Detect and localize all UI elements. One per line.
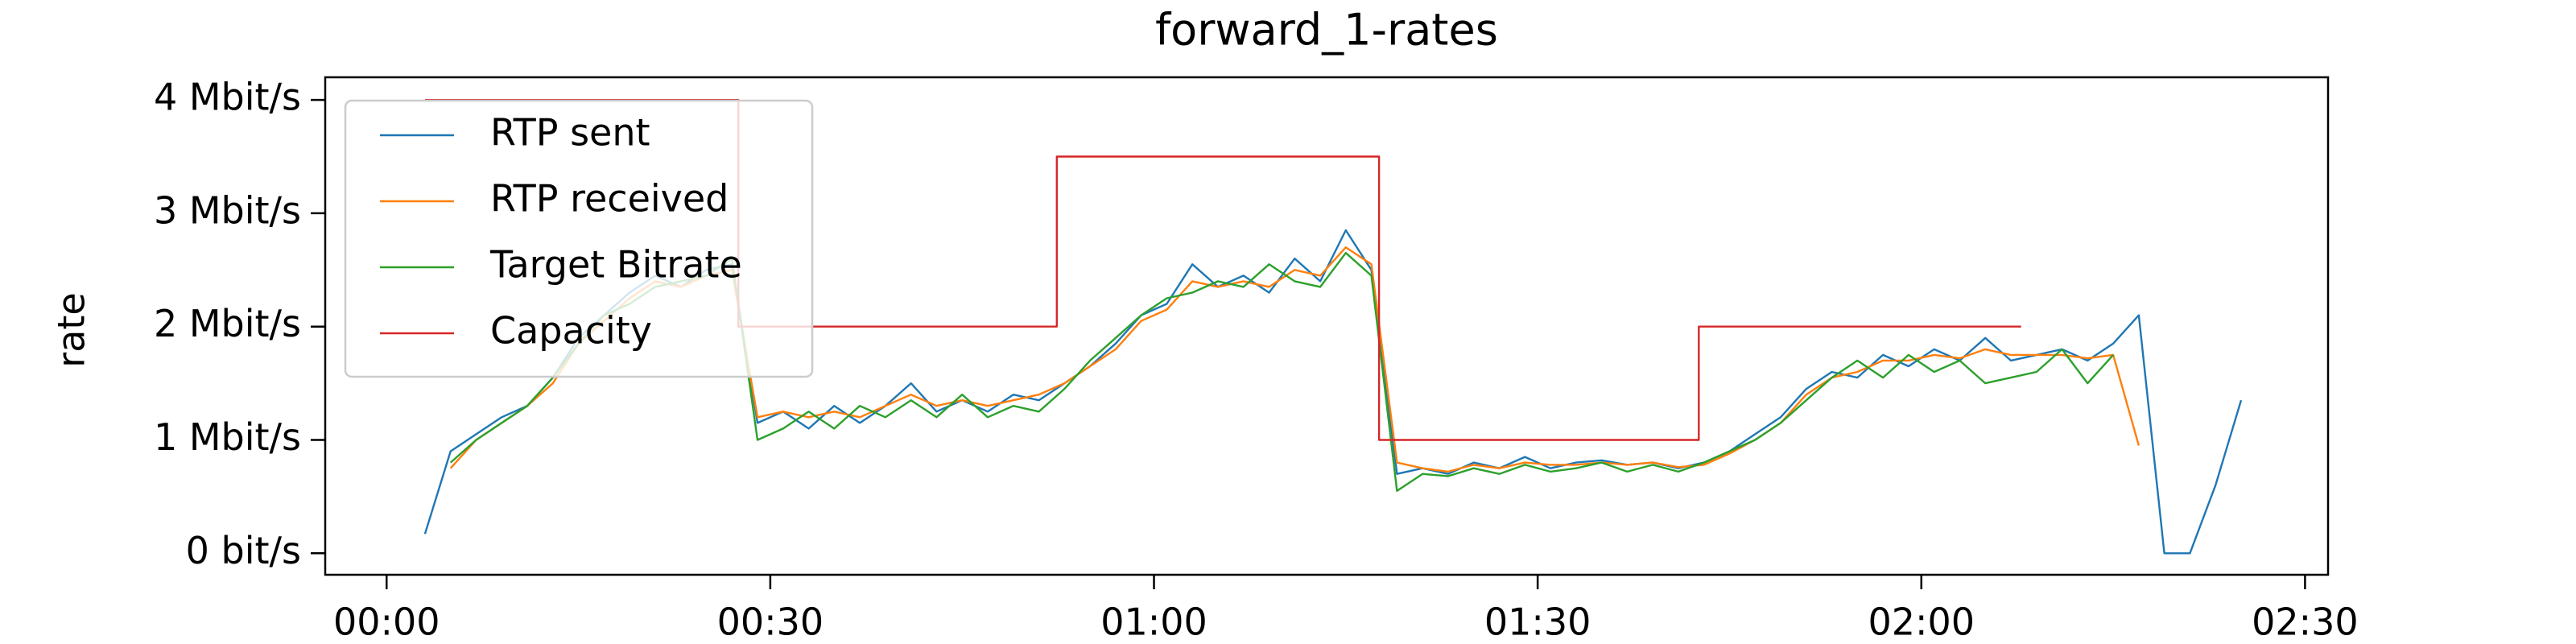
x-tick-label: 00:30: [717, 601, 824, 644]
x-tick-label: 01:00: [1100, 601, 1208, 644]
chart-title: forward_1-rates: [1155, 5, 1498, 56]
y-tick-label: 0 bit/s: [186, 529, 301, 572]
x-tick-label: 02:30: [2252, 601, 2359, 644]
x-tick-label: 01:30: [1484, 601, 1591, 644]
legend-label: RTP sent: [490, 111, 650, 155]
legend: RTP sent RTP received Target Bitrate Capaci…: [344, 99, 814, 378]
x-tick-label: 00:00: [333, 601, 440, 644]
y-tick-label: 4 Mbit/s: [154, 76, 301, 119]
y-tick-label: 2 Mbit/s: [154, 302, 301, 345]
legend-label: RTP received: [490, 177, 729, 221]
y-tick-label: 1 Mbit/s: [154, 415, 301, 459]
y-axis-label: rate: [50, 292, 93, 367]
x-tick-label: 02:00: [1868, 601, 1975, 644]
y-tick-label: 3 Mbit/s: [154, 188, 301, 232]
legend-label: Capacity: [490, 309, 652, 353]
legend-box: [344, 99, 814, 378]
legend-label: Target Bitrate: [489, 243, 742, 287]
